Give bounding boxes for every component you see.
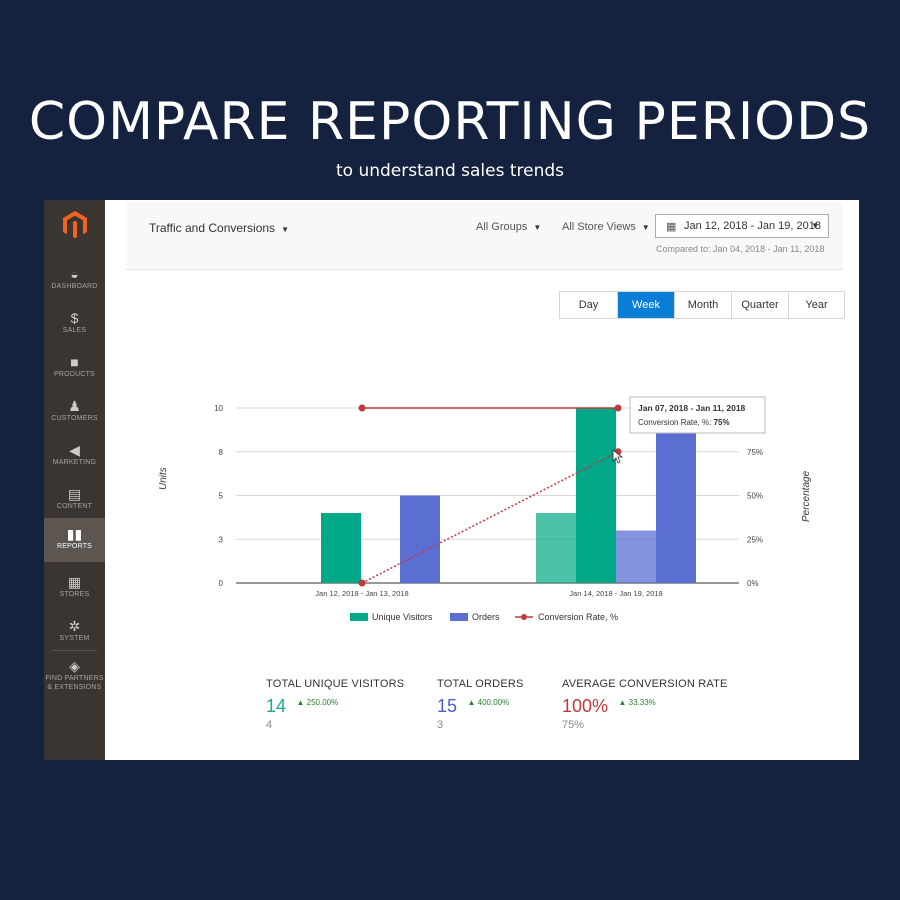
compared-to-text: Compared to: Jan 04, 2018 - Jan 11, 2018 xyxy=(656,244,825,254)
tooltip-title: Jan 07, 2018 - Jan 11, 2018 xyxy=(638,403,746,413)
trend-up-icon: ▲ xyxy=(467,698,478,707)
report-type-select[interactable]: Traffic and Conversions ▼ xyxy=(149,221,289,235)
chevron-down-icon: ▼ xyxy=(281,225,289,234)
stat-previous: 75% xyxy=(562,719,585,731)
legend-label: Unique Visitors xyxy=(372,612,433,622)
y2-tick-label: 75% xyxy=(747,448,763,457)
legend-label: Conversion Rate, % xyxy=(538,612,618,622)
y-tick-label: 5 xyxy=(219,492,224,501)
y-tick-label: 0 xyxy=(219,579,224,588)
x-tick-label: Jan 12, 2018 - Jan 13, 2018 xyxy=(315,589,408,598)
stat-value: 14 xyxy=(266,696,287,716)
bar-visitors-previous xyxy=(536,513,576,583)
gear-icon: ✲ xyxy=(68,618,81,634)
groups-select[interactable]: All Groups ▼ xyxy=(476,221,542,233)
nav-content[interactable]: ▤ CONTENT xyxy=(44,482,105,526)
nav-sales[interactable]: $ SALES xyxy=(44,306,105,350)
legend-swatch-conversion-dot xyxy=(521,614,527,620)
admin-sidebar: ◒ DASHBOARD $ SALES ■ PRODUCTS ♟ CUSTOME… xyxy=(44,200,105,760)
conversion-point xyxy=(358,404,366,412)
y-tick-label: 10 xyxy=(214,404,223,413)
bar-unique-visitors xyxy=(576,408,616,583)
stat-value: 100% xyxy=(562,696,609,716)
megaphone-icon: ◀ xyxy=(69,442,80,458)
nav-reports[interactable]: ▮▮ REPORTS xyxy=(44,518,105,562)
bar-orders-previous xyxy=(616,530,656,583)
stat-previous: 4 xyxy=(266,719,273,731)
x-tick-label: Jan 14, 2018 - Jan 19, 2018 xyxy=(569,589,662,598)
chart-tooltip xyxy=(629,396,766,434)
date-range-picker[interactable]: ▦ Jan 12, 2018 - Jan 19, 2018 ▼ xyxy=(655,214,829,238)
y2-tick-label: 0% xyxy=(747,579,759,588)
dollar-icon: $ xyxy=(70,310,79,326)
trend-up-icon: ▲ xyxy=(296,698,307,707)
nav-stores[interactable]: ▦ STORES xyxy=(44,570,105,614)
stat-previous: 3 xyxy=(437,719,444,731)
stat-value: 15 xyxy=(437,696,458,716)
nav-dashboard[interactable]: ◒ DASHBOARD xyxy=(44,262,105,306)
period-switcher: Day Week Month Quarter Year xyxy=(559,291,845,319)
bar-orders xyxy=(400,495,440,583)
bar-orders xyxy=(656,425,696,583)
nav-marketing[interactable]: ◀ MARKETING xyxy=(44,438,105,482)
store-icon: ▦ xyxy=(67,574,82,590)
tooltip-value: 75% xyxy=(714,418,730,427)
tooltip-label: Conversion Rate, %: 75% xyxy=(638,418,730,427)
stat-total-orders: TOTAL ORDERS 15 ▲ 400.00% 3 xyxy=(437,678,524,731)
stat-unique-visitors: TOTAL UNIQUE VISITORS 14 ▲ 250.00% 4 xyxy=(266,678,405,731)
nav-products[interactable]: ■ PRODUCTS xyxy=(44,350,105,394)
stat-avg-conversion: AVERAGE CONVERSION RATE 100% ▲ 33.33% 75… xyxy=(562,678,728,731)
chevron-down-icon: ▼ xyxy=(811,221,819,230)
chevron-down-icon: ▼ xyxy=(641,223,650,232)
hero-subtitle: to understand sales trends xyxy=(335,161,565,181)
traffic-chart: 00%325%550%875%10%Jan 12, 2018 - Jan 13,… xyxy=(214,396,766,622)
calendar-icon: ▦ xyxy=(666,221,677,233)
stat-change: ▲ 250.00% xyxy=(296,698,339,707)
period-month[interactable]: Month xyxy=(674,292,731,318)
cube-icon: ◈ xyxy=(69,658,80,674)
bar-chart-icon: ▮▮ xyxy=(66,526,83,542)
legend-label: Orders xyxy=(472,612,500,622)
mouse-cursor-icon xyxy=(612,449,624,464)
admin-screenshot: ◒ DASHBOARD $ SALES ■ PRODUCTS ♟ CUSTOME… xyxy=(44,200,859,760)
conversion-point xyxy=(614,404,622,412)
y-tick-label: 3 xyxy=(219,535,224,544)
hero-title: COMPARE REPORTING PERIODS xyxy=(28,92,872,152)
chevron-down-icon: ▼ xyxy=(533,223,542,232)
legend-swatch-orders xyxy=(450,613,468,621)
nav-system[interactable]: ✲ SYSTEM xyxy=(44,614,105,658)
box-icon: ■ xyxy=(70,354,79,370)
bar-unique-visitors xyxy=(321,513,361,583)
period-year[interactable]: Year xyxy=(788,292,844,318)
y-tick-label: 8 xyxy=(219,448,224,457)
stat-change: ▲ 400.00% xyxy=(467,698,510,707)
trend-up-icon: ▲ xyxy=(618,698,629,707)
layout-icon: ▤ xyxy=(67,486,82,502)
store-views-select[interactable]: All Store Views ▼ xyxy=(562,221,650,233)
stat-change: ▲ 33.33% xyxy=(618,698,656,707)
nav-find-partners[interactable]: ◈ FIND PARTNERS & EXTENSIONS xyxy=(45,658,104,691)
period-week[interactable]: Week xyxy=(617,292,674,318)
conversion-point-previous xyxy=(358,579,366,587)
nav-customers[interactable]: ♟ CUSTOMERS xyxy=(44,394,105,438)
sidebar-divider xyxy=(52,650,97,651)
person-icon: ♟ xyxy=(68,398,81,414)
report-toolbar: Traffic and Conversions ▼ All Groups ▼ All… xyxy=(126,202,843,270)
magento-logo[interactable] xyxy=(62,210,88,240)
y2-tick-label: 25% xyxy=(747,535,763,544)
legend-swatch-visitors xyxy=(350,613,368,621)
period-day[interactable]: Day xyxy=(578,299,599,311)
period-quarter[interactable]: Quarter xyxy=(731,292,788,318)
y2-tick-label: 50% xyxy=(747,492,763,501)
dashboard-icon: ◒ xyxy=(70,266,79,282)
